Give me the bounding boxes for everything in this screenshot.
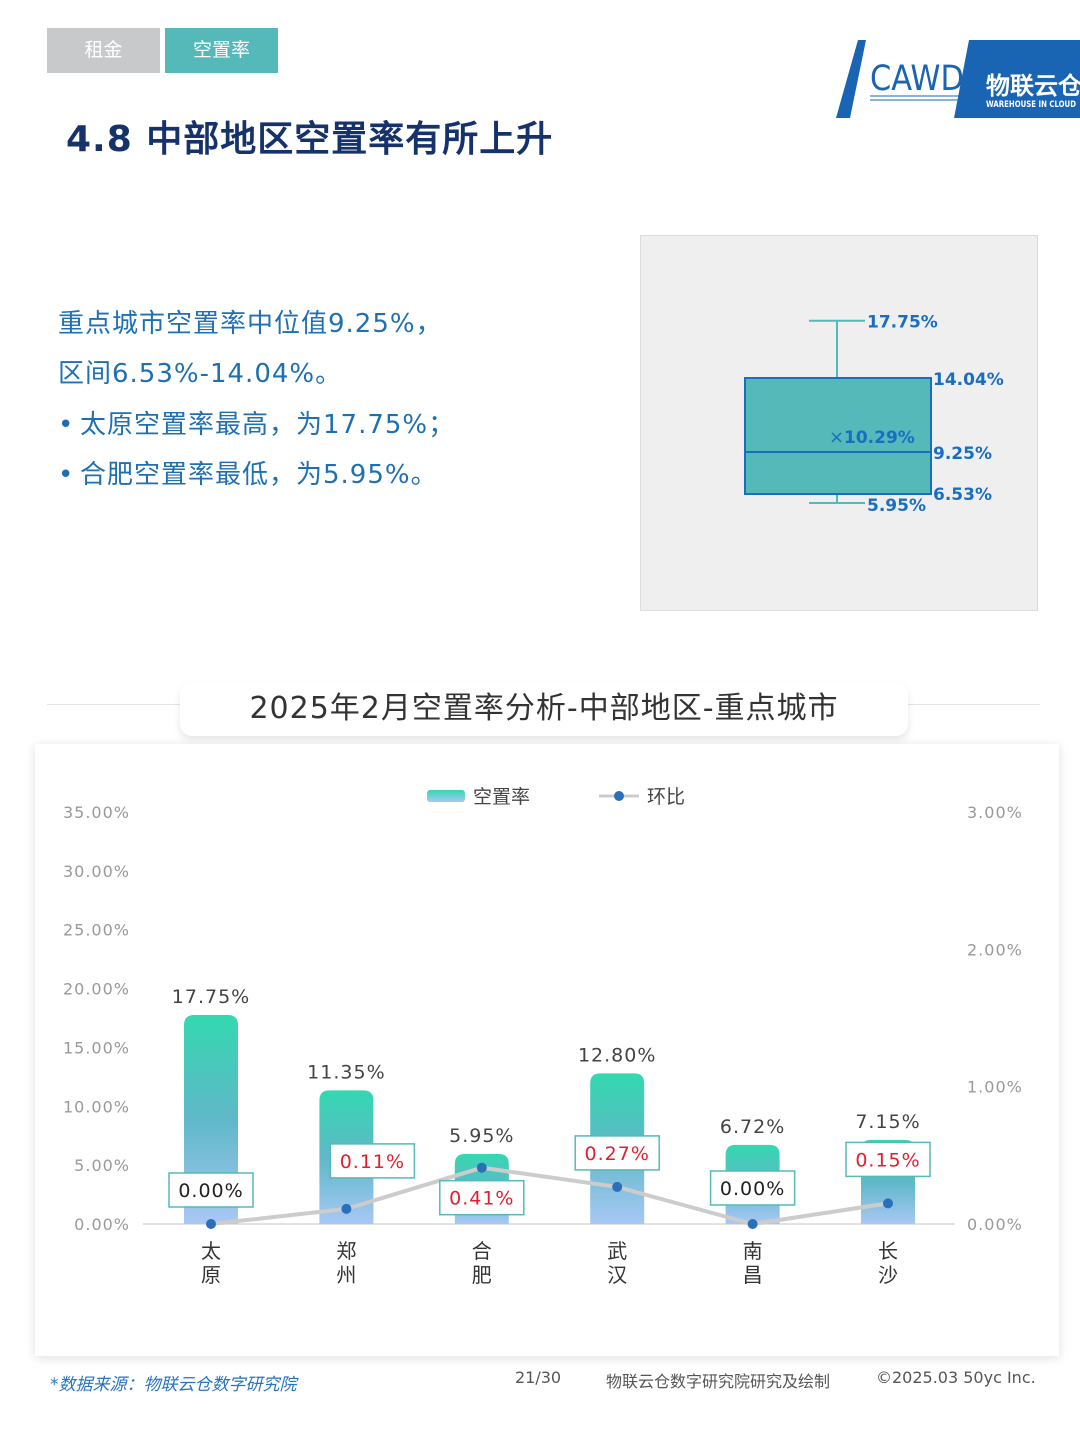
credit-text: 物联云仓数字研究院研究及绘制: [606, 1372, 831, 1391]
mom-label-box: [439, 1179, 525, 1216]
mom-label-box: [329, 1143, 416, 1179]
data-source: *数据来源：物联云仓数字研究院: [50, 1375, 297, 1395]
bullet-dot: •: [58, 410, 75, 440]
mom-value-label: 0.00%: [178, 1180, 243, 1202]
x-tick-label: 郑州: [336, 1239, 356, 1287]
y-left-tick-label: 30.00%: [63, 862, 130, 881]
label-q3: 14.04%: [933, 370, 1004, 390]
mom-line: [210, 1165, 889, 1227]
mean-marker-icon: ×: [829, 427, 844, 448]
mom-point-5: [883, 1198, 893, 1209]
y-left-tick-label: 5.00%: [74, 1156, 130, 1175]
box-iqr: [744, 377, 932, 495]
y-right-tick-label: 0.00%: [967, 1215, 1023, 1234]
label-median: 9.25%: [933, 444, 992, 464]
page-number: 21/30: [515, 1368, 562, 1387]
legend-label-vacancy: 空置率: [473, 786, 530, 808]
y-right-tick-label: 2.00%: [967, 940, 1023, 959]
summary-line-1: 重点城市空置率中位值9.25%，: [58, 309, 443, 339]
mom-label-box: [574, 1135, 660, 1171]
mom-value-label: 0.11%: [340, 1151, 405, 1173]
copyright-text: ©2025.03 50yc Inc.: [876, 1368, 1036, 1387]
bullet-text-1: 太原空置率最高，为17.75%；: [80, 410, 456, 440]
legend-bar-swatch: [427, 790, 465, 802]
bar-value-label: 5.95%: [449, 1125, 514, 1147]
mom-value-label: 0.27%: [585, 1143, 650, 1165]
x-tick-label: 太原: [201, 1239, 221, 1287]
y-left-tick-label: 10.00%: [63, 1097, 130, 1116]
tab-rent[interactable]: 租金: [47, 28, 160, 73]
y-right-tick-label: 1.00%: [967, 1078, 1023, 1097]
x-tick-label: 南昌: [743, 1239, 763, 1287]
legend-line-marker: [614, 791, 624, 801]
x-tick-label: 武汉: [607, 1239, 627, 1287]
boxplot-panel: × 10.29% 17.75% 14.04% 9.25% 6.53% 5.95%: [640, 235, 1038, 611]
mom-point-0: [206, 1219, 216, 1229]
y-left-tick-label: 0.00%: [74, 1215, 130, 1234]
bar-value-label: 11.35%: [307, 1061, 385, 1083]
mom-point-2: [476, 1162, 487, 1173]
label-min: 5.95%: [867, 496, 926, 516]
vacancy-chart: 空置率 环比 0.00% 5.00% 10.00% 15.00% 20.00% 25.00% 3…: [63, 786, 1023, 1287]
cawd-logo: CAWD 物联云仓 WAREHOUSE IN CLOUD: [836, 40, 1080, 118]
logo-tagline-text: WAREHOUSE IN CLOUD: [986, 100, 1076, 110]
chart-title: 2025年2月空置率分析-中部地区-重点城市: [180, 682, 908, 736]
page-title: 4.8 中部地区空置率有所上升: [66, 119, 554, 160]
mom-point-1: [341, 1203, 352, 1214]
bar-value-label: 12.80%: [578, 1044, 656, 1066]
bar-0: [184, 1015, 238, 1224]
bar-value-label: 7.15%: [855, 1111, 920, 1133]
bar-value-label: 6.72%: [720, 1116, 785, 1138]
summary-bullet-1: • 太原空置率最高，为17.75%；: [58, 404, 455, 441]
y-left-tick-label: 20.00%: [63, 980, 130, 999]
summary-bullet-2: • 合肥空置率最低，为5.95%。: [58, 454, 438, 491]
summary-line-2: 区间6.53%-14.04%。: [58, 359, 343, 389]
logo-cawd-text: CAWD: [870, 59, 964, 99]
tab-vacancy[interactable]: 空置率: [165, 28, 278, 73]
legend-label-mom: 环比: [647, 786, 685, 808]
label-max: 17.75%: [867, 313, 938, 333]
label-q1: 6.53%: [933, 485, 992, 505]
mom-point-3: [612, 1181, 623, 1192]
mom-point-4: [747, 1219, 758, 1229]
y-left-tick-label: 35.00%: [63, 803, 130, 822]
x-tick-label: 长沙: [878, 1239, 898, 1287]
boxplot-chart: × 10.29% 17.75% 14.04% 9.25% 6.53% 5.95%: [744, 313, 1004, 516]
mom-value-label: 0.15%: [855, 1149, 920, 1171]
mom-label-box: [168, 1172, 254, 1208]
bar-value-label: 17.75%: [172, 986, 250, 1008]
y-left-tick-label: 25.00%: [63, 921, 130, 940]
y-right-tick-label: 3.00%: [967, 803, 1023, 822]
y-left-tick-label: 15.00%: [63, 1038, 130, 1057]
chart-card: 空置率 环比 0.00% 5.00% 10.00% 15.00% 20.00% 25.00% 3…: [35, 744, 1059, 1356]
mom-value-label: 0.00%: [720, 1178, 785, 1200]
mom-label-box: [709, 1170, 796, 1206]
bullet-text-2: 合肥空置率最低，为5.95%。: [80, 460, 438, 490]
label-mean: 10.29%: [844, 428, 915, 448]
x-tick-label: 合肥: [472, 1239, 492, 1287]
mom-value-label: 0.41%: [449, 1188, 514, 1210]
mom-label-box: [845, 1141, 931, 1178]
bullet-dot: •: [58, 460, 75, 490]
logo-brand-text: 物联云仓: [986, 72, 1080, 100]
